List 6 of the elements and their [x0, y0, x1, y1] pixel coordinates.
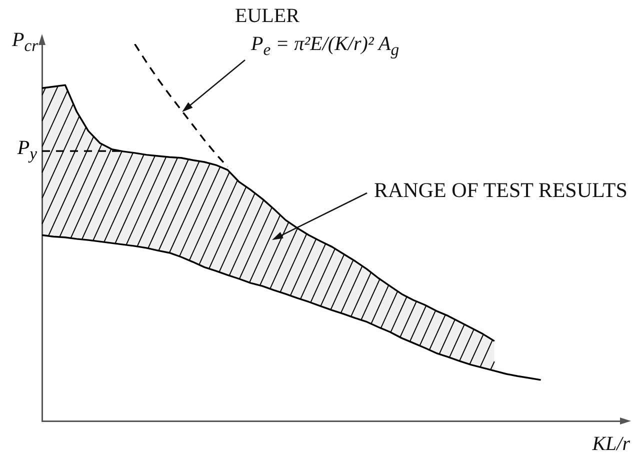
annotation: RANGE OF TEST RESULTS	[374, 178, 628, 202]
legend-label: P$_{y}$	[17, 137, 37, 166]
annotation: P$_{e}$ = π²E/(K/r)² A$_{g}$	[251, 33, 400, 61]
y-axis-title: P$_{cr}$	[12, 29, 38, 57]
x-axis-title: KL/r	[592, 433, 630, 455]
text: EULER	[235, 5, 300, 27]
